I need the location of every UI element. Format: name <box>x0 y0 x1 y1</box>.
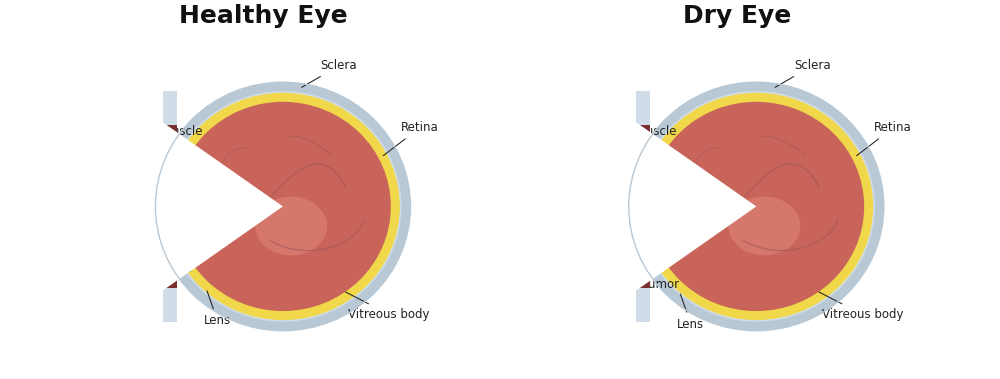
Text: Iris: Iris <box>619 164 662 192</box>
Wedge shape <box>547 86 756 326</box>
FancyBboxPatch shape <box>624 263 639 274</box>
Ellipse shape <box>640 175 668 238</box>
Text: Ciliary muscle: Ciliary muscle <box>119 125 203 165</box>
Text: Conjunctiva: Conjunctiva <box>100 233 170 246</box>
Bar <box>629 128 631 284</box>
Ellipse shape <box>166 93 400 320</box>
Ellipse shape <box>161 160 198 253</box>
Bar <box>636 128 638 284</box>
Text: Ciliary muscle: Ciliary muscle <box>593 125 676 165</box>
Text: Retina: Retina <box>857 121 912 156</box>
Bar <box>159 128 161 284</box>
Bar <box>639 128 641 284</box>
Ellipse shape <box>634 160 671 253</box>
Ellipse shape <box>648 102 864 311</box>
Ellipse shape <box>164 91 401 322</box>
Bar <box>166 128 168 284</box>
Bar <box>163 91 177 322</box>
Bar <box>154 125 177 288</box>
Text: Retina: Retina <box>383 121 438 156</box>
Ellipse shape <box>155 82 410 331</box>
Text: Aqueous humor: Aqueous humor <box>586 267 679 291</box>
Text: Dry and irritated
conjunctiva: Dry and irritated conjunctiva <box>573 238 672 266</box>
Bar <box>627 125 650 288</box>
Text: Lens: Lens <box>677 294 704 330</box>
Title: Dry Eye: Dry Eye <box>683 4 791 28</box>
Ellipse shape <box>638 91 875 322</box>
Text: Cornea: Cornea <box>606 183 648 205</box>
Bar <box>163 128 165 284</box>
Text: Iris: Iris <box>146 164 189 192</box>
Ellipse shape <box>639 93 873 320</box>
Ellipse shape <box>147 149 200 264</box>
Text: Aqueous humor: Aqueous humor <box>100 259 193 275</box>
Ellipse shape <box>645 197 660 229</box>
Ellipse shape <box>621 149 673 264</box>
Bar <box>636 91 650 322</box>
Bar <box>156 128 158 284</box>
Ellipse shape <box>166 175 195 238</box>
Text: Vitreous body: Vitreous body <box>801 283 903 321</box>
Text: Lens: Lens <box>204 291 231 327</box>
Ellipse shape <box>649 196 659 217</box>
Title: Healthy Eye: Healthy Eye <box>179 4 348 28</box>
Ellipse shape <box>172 197 186 229</box>
FancyBboxPatch shape <box>624 130 639 141</box>
Text: Vitreous body: Vitreous body <box>328 283 430 321</box>
Bar <box>632 128 634 284</box>
FancyBboxPatch shape <box>151 130 166 141</box>
Wedge shape <box>74 86 283 326</box>
Ellipse shape <box>729 197 800 255</box>
Text: Sclera: Sclera <box>302 60 357 87</box>
Ellipse shape <box>255 197 327 255</box>
FancyBboxPatch shape <box>151 263 166 274</box>
Text: Cornea: Cornea <box>129 188 171 208</box>
Ellipse shape <box>629 82 884 331</box>
Text: Sclera: Sclera <box>775 60 831 87</box>
Ellipse shape <box>175 102 391 311</box>
Ellipse shape <box>176 196 186 217</box>
